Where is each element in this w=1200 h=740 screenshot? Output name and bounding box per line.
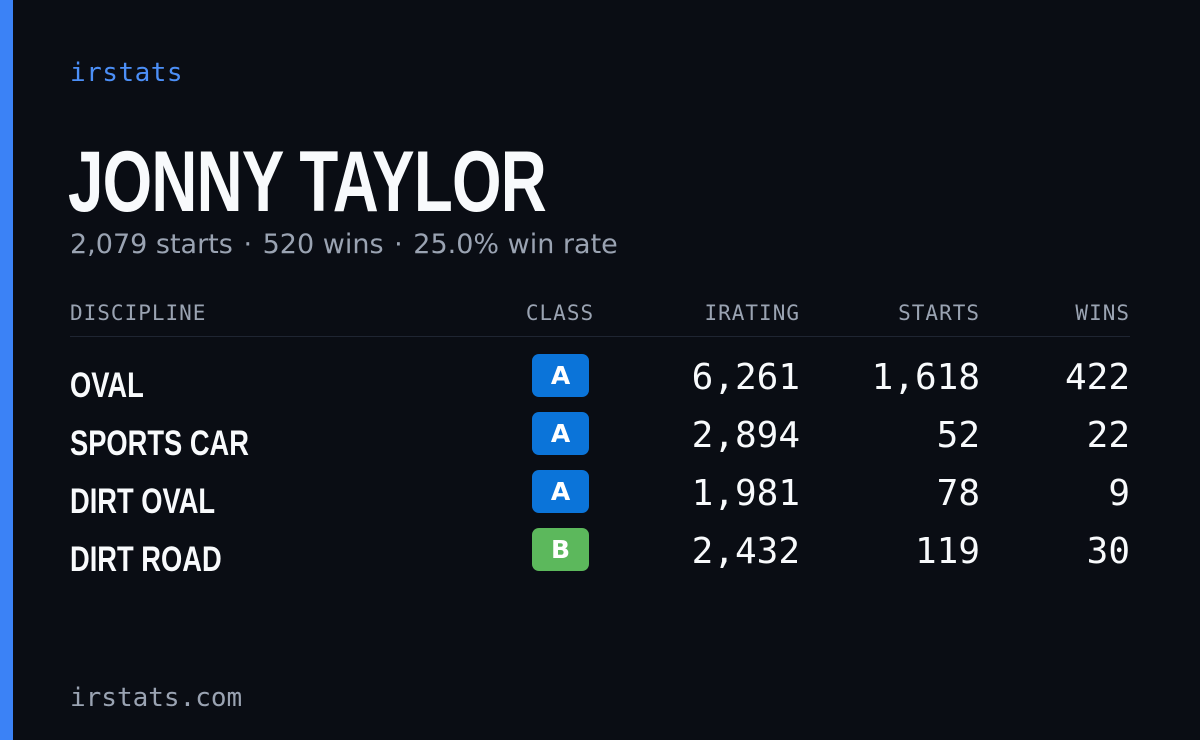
discipline-name: OVAL [70, 366, 144, 405]
summary-separator: · [243, 229, 253, 260]
player-summary: 2,079 starts · 520 wins · 25.0% win rate [70, 228, 618, 262]
column-header-irating: IRATING [704, 301, 800, 325]
summary-wins: 520 wins [262, 229, 384, 260]
summary-separator: · [394, 229, 403, 260]
starts-value: 119 [914, 531, 980, 572]
wins-value: 30 [1086, 531, 1130, 572]
footer-domain[interactable]: irstats.com [70, 683, 243, 713]
player-name: JONNY TAYLOR [68, 134, 547, 230]
stats-table-body: OVAL A 6,261 1,618 422 SPORTS CAR A 2,89… [70, 352, 1130, 584]
discipline-name: DIRT OVAL [70, 482, 216, 521]
starts-value: 78 [936, 473, 980, 514]
table-row-dirt-road: DIRT ROAD B 2,432 119 30 [70, 526, 1130, 584]
irating-value: 1,981 [691, 473, 800, 514]
brand-logo-text: irstats [70, 58, 184, 88]
column-header-discipline: DISCIPLINE [70, 301, 207, 325]
starts-value: 52 [936, 415, 980, 456]
irating-value: 2,432 [691, 531, 800, 572]
column-header-wins: WINS [1075, 301, 1130, 325]
starts-value: 1,618 [871, 357, 980, 398]
wins-value: 22 [1086, 415, 1130, 456]
table-row-sports-car: SPORTS CAR A 2,894 52 22 [70, 410, 1130, 468]
wins-value: 9 [1108, 473, 1130, 514]
class-badge: B [532, 528, 589, 571]
table-row-oval: OVAL A 6,261 1,618 422 [70, 352, 1130, 410]
discipline-name: SPORTS CAR [70, 424, 249, 463]
summary-starts: 2,079 starts [70, 229, 233, 260]
class-badge: A [532, 412, 589, 455]
class-badge: A [532, 470, 589, 513]
irating-value: 6,261 [691, 357, 800, 398]
irating-value: 2,894 [691, 415, 800, 456]
summary-win-rate: 25.0% win rate [413, 229, 618, 260]
wins-value: 422 [1064, 357, 1130, 398]
stats-table-header: DISCIPLINE CLASS IRATING STARTS WINS [70, 298, 1130, 337]
column-header-starts: STARTS [898, 301, 980, 325]
column-header-class-label: CLASS [525, 301, 595, 325]
class-badge: A [532, 354, 589, 397]
discipline-name: DIRT ROAD [70, 540, 222, 579]
table-row-dirt-oval: DIRT OVAL A 1,981 78 9 [70, 468, 1130, 526]
accent-bar [0, 0, 13, 740]
